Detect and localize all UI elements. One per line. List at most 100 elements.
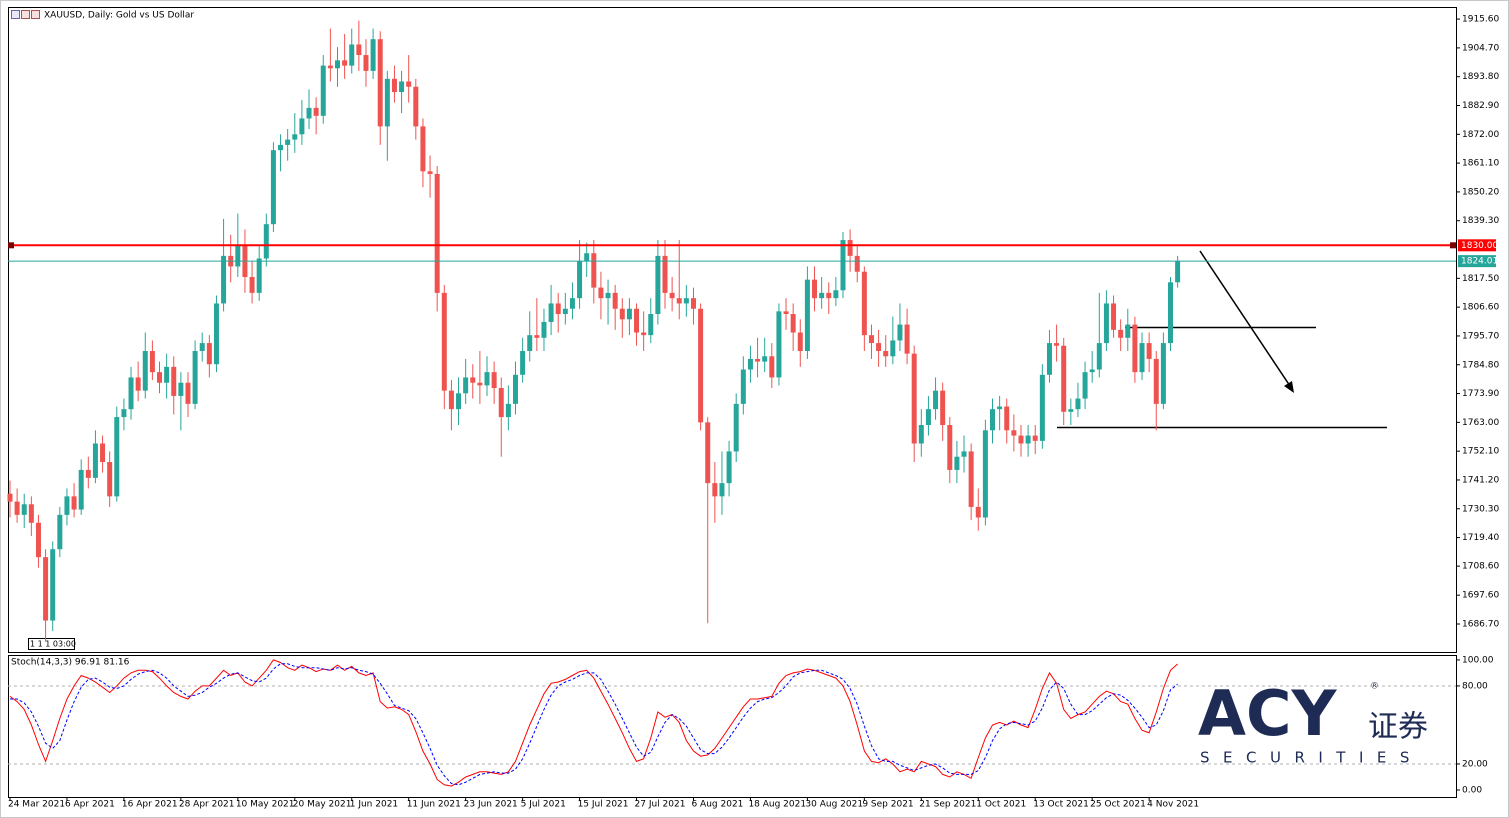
candle-body bbox=[584, 253, 590, 262]
candle-body bbox=[1146, 343, 1152, 359]
candle-body bbox=[1054, 343, 1060, 346]
candle-body bbox=[463, 377, 469, 394]
y-tick-label: 1872.00 bbox=[1462, 130, 1499, 140]
y-tick-label: 1719.40 bbox=[1462, 533, 1499, 543]
candle-body bbox=[577, 261, 583, 299]
candle-body bbox=[954, 456, 960, 470]
candle-body bbox=[78, 469, 84, 510]
y-tick-label: 1839.30 bbox=[1462, 216, 1499, 226]
candle-body bbox=[278, 144, 284, 151]
candle-body bbox=[712, 483, 718, 497]
candle-body bbox=[1153, 358, 1159, 404]
price-label: 1830.00 bbox=[1461, 241, 1498, 251]
candle-body bbox=[135, 377, 141, 391]
candle-body bbox=[755, 358, 761, 362]
candle-body bbox=[883, 351, 889, 357]
candle-body bbox=[520, 351, 526, 375]
candle-body bbox=[370, 39, 376, 71]
candle-body bbox=[1075, 398, 1081, 410]
candle-body bbox=[612, 292, 618, 309]
candle-body bbox=[327, 65, 333, 69]
y-tick-label: 80.00 bbox=[1462, 681, 1488, 691]
candle-body bbox=[1046, 343, 1052, 375]
candle-body bbox=[1082, 372, 1088, 399]
candle-body bbox=[982, 430, 988, 518]
symbol-icon bbox=[11, 10, 40, 19]
candle-body bbox=[235, 245, 241, 267]
candle-body bbox=[1168, 282, 1174, 344]
candle-body bbox=[840, 240, 846, 291]
candle-body bbox=[1032, 435, 1038, 441]
x-tick-label: 13 Oct 2021 bbox=[1033, 800, 1089, 810]
candle-body bbox=[100, 443, 106, 462]
candle-body bbox=[819, 292, 825, 299]
candle-body bbox=[904, 324, 910, 354]
x-tick-label: 21 Sep 2021 bbox=[919, 800, 976, 810]
x-tick-label: 6 Aug 2021 bbox=[691, 800, 743, 810]
candle-body bbox=[605, 292, 611, 299]
y-tick-label: 1773.90 bbox=[1462, 389, 1499, 399]
y-tick-label: 1697.60 bbox=[1462, 591, 1499, 601]
candle-body bbox=[306, 107, 312, 119]
candle-body bbox=[975, 506, 981, 518]
price-line-handle bbox=[8, 242, 14, 249]
candle-body bbox=[676, 298, 682, 304]
candle-body bbox=[1025, 435, 1031, 444]
candle-body bbox=[1018, 435, 1024, 444]
price-panel bbox=[8, 7, 1457, 653]
candle-body bbox=[1139, 343, 1145, 373]
candle-body bbox=[256, 258, 262, 293]
candle-body bbox=[206, 343, 212, 365]
y-tick-label: 1708.60 bbox=[1462, 562, 1499, 572]
candle-body bbox=[498, 388, 504, 418]
candle-body bbox=[377, 39, 383, 127]
candle-body bbox=[71, 496, 77, 510]
candle-body bbox=[925, 409, 931, 426]
candle-body bbox=[505, 403, 511, 418]
candle-body bbox=[342, 60, 348, 66]
candle-body bbox=[769, 356, 775, 378]
candle-body bbox=[406, 81, 412, 87]
candle-body bbox=[249, 277, 255, 293]
logo-sub: SECURITIES bbox=[1200, 749, 1423, 767]
candle-body bbox=[470, 377, 476, 383]
candle-body bbox=[783, 311, 789, 315]
candle-body bbox=[776, 311, 782, 378]
x-tick-label: 1 Oct 2021 bbox=[976, 800, 1026, 810]
candle-body bbox=[804, 279, 810, 352]
candle-body bbox=[740, 369, 746, 404]
candle-body bbox=[270, 150, 276, 225]
candle-body bbox=[861, 271, 867, 336]
candle-body bbox=[911, 353, 917, 444]
candle-body bbox=[897, 324, 903, 341]
logo-cn: 证券 bbox=[1368, 710, 1428, 745]
candle-body bbox=[157, 372, 163, 383]
candle-body bbox=[797, 332, 803, 352]
candle-body bbox=[747, 358, 753, 370]
candles bbox=[7, 20, 1181, 642]
candle-body bbox=[128, 377, 134, 410]
candle-body bbox=[562, 308, 568, 315]
candle-body bbox=[933, 390, 939, 410]
y-tick-label: 1882.90 bbox=[1462, 101, 1499, 111]
x-tick-label: 15 Jul 2021 bbox=[578, 800, 629, 810]
candle-body bbox=[1004, 406, 1010, 431]
y-tick-label: 1817.50 bbox=[1462, 274, 1499, 284]
x-tick-label: 30 Aug 2021 bbox=[805, 800, 863, 810]
candle-body bbox=[619, 308, 625, 320]
candle-body bbox=[854, 255, 860, 272]
x-tick-label: 24 Mar 2021 bbox=[8, 800, 65, 810]
candle-body bbox=[313, 107, 319, 116]
x-tick-label: 9 Sep 2021 bbox=[862, 800, 913, 810]
candle-body bbox=[790, 314, 796, 333]
candle-body bbox=[868, 335, 874, 344]
candle-body bbox=[14, 501, 20, 515]
annotations bbox=[1057, 250, 1387, 429]
candle-body bbox=[968, 451, 974, 507]
candle-body bbox=[50, 549, 56, 621]
y-tick-label: 100.00 bbox=[1462, 655, 1494, 665]
candle-body bbox=[391, 78, 397, 93]
candle-body bbox=[847, 240, 853, 256]
